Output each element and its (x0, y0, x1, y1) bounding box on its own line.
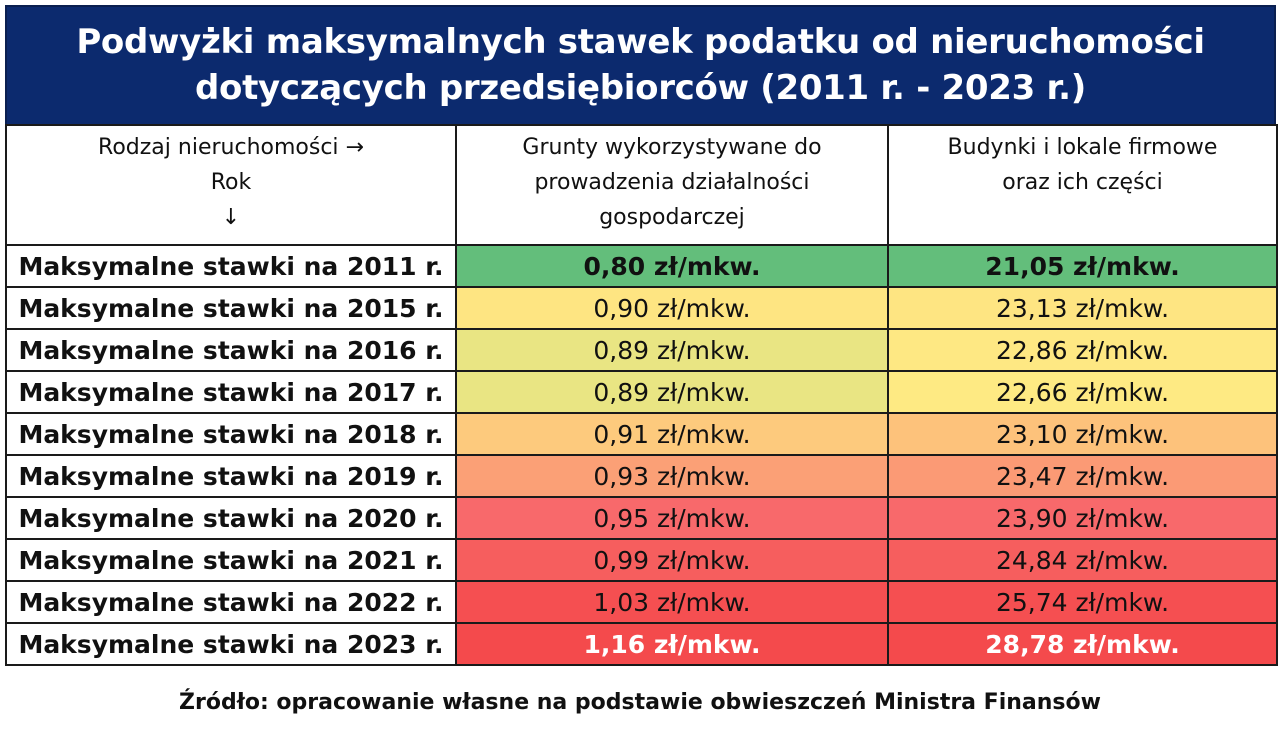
grunty-value: 0,99 zł/mkw. (455, 538, 889, 582)
grunty-value: 0,89 zł/mkw. (455, 328, 889, 372)
header-col0-line2: Rok (210, 170, 252, 195)
row-label: Maksymalne stawki na 2020 r. (5, 496, 457, 540)
title-line-1: Podwyżki maksymalnych stawek podatku od … (76, 22, 1205, 62)
budynki-value: 23,90 zł/mkw. (887, 496, 1278, 540)
budynki-value: 22,86 zł/mkw. (887, 328, 1278, 372)
table-title: Podwyżki maksymalnych stawek podatku od … (5, 5, 1276, 124)
table-row: Maksymalne stawki na 2018 r. 0,91 zł/mkw… (5, 412, 1278, 456)
header-grunty: Grunty wykorzystywane do prowadzenia dzi… (455, 124, 889, 246)
header-col0-line1: Rodzaj nieruchomości → (98, 135, 364, 160)
row-label: Maksymalne stawki na 2017 r. (5, 370, 457, 414)
row-label: Maksymalne stawki na 2021 r. (5, 538, 457, 582)
grunty-value: 0,95 zł/mkw. (455, 496, 889, 540)
row-label: Maksymalne stawki na 2022 r. (5, 580, 457, 624)
table-row: Maksymalne stawki na 2020 r. 0,95 zł/mkw… (5, 496, 1278, 540)
budynki-value: 25,74 zł/mkw. (887, 580, 1278, 624)
header-property-type-year: Rodzaj nieruchomości → Rok ↓ (5, 124, 457, 246)
budynki-value: 23,47 zł/mkw. (887, 454, 1278, 498)
table-row: Maksymalne stawki na 2015 r. 0,90 zł/mkw… (5, 286, 1278, 330)
header-col1-line3: gospodarczej (599, 205, 745, 230)
row-label: Maksymalne stawki na 2015 r. (5, 286, 457, 330)
budynki-value: 21,05 zł/mkw. (887, 244, 1278, 288)
grunty-value: 0,90 zł/mkw. (455, 286, 889, 330)
budynki-value: 24,84 zł/mkw. (887, 538, 1278, 582)
grunty-value: 0,93 zł/mkw. (455, 454, 889, 498)
budynki-value: 23,13 zł/mkw. (887, 286, 1278, 330)
header-col0-arrow-down-icon: ↓ (221, 205, 241, 230)
budynki-value: 28,78 zł/mkw. (887, 622, 1278, 666)
header-budynki: Budynki i lokale firmowe oraz ich części (887, 124, 1278, 246)
header-col1-line1: Grunty wykorzystywane do (522, 135, 822, 160)
header-col2-line1: Budynki i lokale firmowe (947, 135, 1218, 160)
header-col1-line2: prowadzenia działalności (534, 170, 810, 195)
table-row: Maksymalne stawki na 2023 r. 1,16 zł/mkw… (5, 622, 1278, 666)
table-row: Maksymalne stawki na 2021 r. 0,99 zł/mkw… (5, 538, 1278, 582)
grunty-value: 1,03 zł/mkw. (455, 580, 889, 624)
grunty-value: 0,89 zł/mkw. (455, 370, 889, 414)
title-line-2: dotyczących przedsiębiorców (2011 r. - 2… (194, 68, 1086, 108)
table-row: Maksymalne stawki na 2017 r. 0,89 zł/mkw… (5, 370, 1278, 414)
source-note: Źródło: opracowanie własne na podstawie … (179, 690, 1101, 715)
budynki-value: 23,10 zł/mkw. (887, 412, 1278, 456)
budynki-value: 22,66 zł/mkw. (887, 370, 1278, 414)
row-label: Maksymalne stawki na 2011 r. (5, 244, 457, 288)
grunty-value: 0,91 zł/mkw. (455, 412, 889, 456)
grunty-value: 1,16 zł/mkw. (455, 622, 889, 666)
row-label: Maksymalne stawki na 2016 r. (5, 328, 457, 372)
table-row: Maksymalne stawki na 2011 r. 0,80 zł/mkw… (5, 244, 1278, 288)
tax-rates-table: Rodzaj nieruchomości → Rok ↓ Grunty wyko… (5, 124, 1278, 666)
grunty-value: 0,80 zł/mkw. (455, 244, 889, 288)
table-header-row: Rodzaj nieruchomości → Rok ↓ Grunty wyko… (5, 124, 1278, 246)
row-label: Maksymalne stawki na 2023 r. (5, 622, 457, 666)
table-row: Maksymalne stawki na 2016 r. 0,89 zł/mkw… (5, 328, 1278, 372)
table-row: Maksymalne stawki na 2022 r. 1,03 zł/mkw… (5, 580, 1278, 624)
header-col2-line2: oraz ich części (1002, 170, 1163, 195)
table-row: Maksymalne stawki na 2019 r. 0,93 zł/mkw… (5, 454, 1278, 498)
row-label: Maksymalne stawki na 2019 r. (5, 454, 457, 498)
row-label: Maksymalne stawki na 2018 r. (5, 412, 457, 456)
tax-rates-table-container: Podwyżki maksymalnych stawek podatku od … (5, 5, 1278, 666)
